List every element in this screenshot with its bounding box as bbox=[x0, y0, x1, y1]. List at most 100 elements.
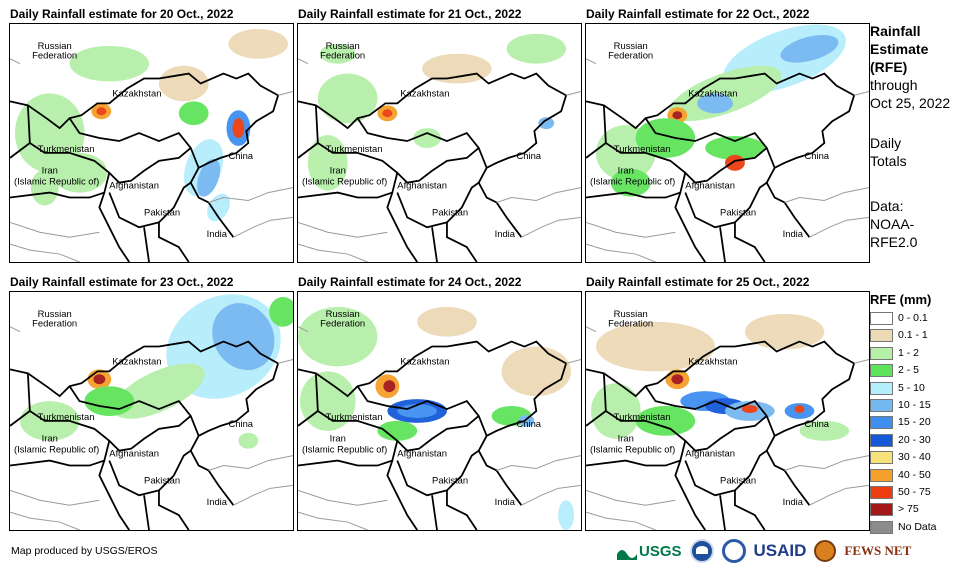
side-daily-1: Daily bbox=[870, 135, 902, 151]
label-india: India bbox=[783, 496, 804, 507]
country-labels: Russian Federation Kazakhstan Turkmenist… bbox=[14, 40, 254, 239]
country-labels: Russian Federation Kazakhstan Turkmenist… bbox=[14, 308, 254, 507]
rainfall-field bbox=[14, 28, 289, 222]
panel-title-4: Daily Rainfall estimate for 23 Oct., 202… bbox=[10, 275, 234, 289]
legend-swatch bbox=[870, 399, 893, 412]
legend-swatch bbox=[870, 364, 893, 378]
side-info: Rainfall Estimate (RFE) through Oct 25, … bbox=[870, 22, 950, 251]
legend-label: 1 - 2 bbox=[898, 346, 920, 359]
rainfall-field bbox=[590, 313, 850, 441]
svg-text:Federation: Federation bbox=[320, 318, 365, 329]
legend-label: 50 - 75 bbox=[898, 486, 931, 498]
label-afghanistan: Afghanistan bbox=[685, 448, 735, 459]
label-india: India bbox=[783, 228, 804, 239]
label-russian-federation: Russian bbox=[614, 308, 648, 319]
label-iran: Iran bbox=[330, 433, 346, 444]
country-borders bbox=[10, 58, 293, 262]
usgs-logo: USGS bbox=[617, 542, 682, 560]
rainfall-map-oct-25: Russian Federation Kazakhstan Turkmenist… bbox=[585, 291, 870, 531]
label-russian-federation: Russian bbox=[326, 40, 360, 51]
svg-text:Federation: Federation bbox=[608, 318, 653, 329]
country-borders bbox=[10, 326, 293, 530]
legend-label: 0 - 0.1 bbox=[898, 312, 928, 324]
label-afghanistan: Afghanistan bbox=[109, 180, 159, 191]
legend-swatch bbox=[870, 433, 893, 447]
legend-swatch bbox=[870, 451, 893, 465]
logo-bar: USGS USAID FEWS NET bbox=[617, 538, 911, 564]
label-india: India bbox=[495, 496, 516, 507]
legend-label: 30 - 40 bbox=[898, 451, 931, 464]
label-china: China bbox=[516, 150, 541, 161]
label-turkmenistan: Turkmenistan bbox=[326, 143, 383, 154]
legend-swatch bbox=[870, 416, 893, 430]
country-labels: Russian Federation Kazakhstan Turkmenist… bbox=[302, 308, 542, 507]
label-china: China bbox=[228, 418, 253, 429]
svg-text:(Islamic Republic of): (Islamic Republic of) bbox=[14, 176, 99, 187]
side-data-2: NOAA- bbox=[870, 216, 915, 232]
label-india: India bbox=[495, 228, 516, 239]
label-pakistan: Pakistan bbox=[144, 206, 180, 217]
legend-label: 40 - 50 bbox=[898, 468, 931, 481]
label-india: India bbox=[207, 228, 228, 239]
panel-title-1: Daily Rainfall estimate for 20 Oct., 202… bbox=[10, 7, 234, 21]
panel-title-5: Daily Rainfall estimate for 24 Oct., 202… bbox=[298, 275, 522, 289]
legend-label: 15 - 20 bbox=[898, 416, 931, 429]
label-afghanistan: Afghanistan bbox=[397, 448, 447, 459]
label-kazakhstan: Kazakhstan bbox=[400, 87, 449, 98]
svg-text:(Islamic Republic of): (Islamic Republic of) bbox=[302, 444, 387, 455]
rainfall-map-oct-24: Russian Federation Kazakhstan Turkmenist… bbox=[297, 291, 582, 531]
legend-title: RFE (mm) bbox=[870, 292, 932, 307]
legend-swatch bbox=[870, 468, 893, 482]
label-kazakhstan: Kazakhstan bbox=[112, 87, 161, 98]
label-russian-federation: Russian bbox=[38, 40, 72, 51]
legend-swatch bbox=[870, 520, 893, 534]
label-afghanistan: Afghanistan bbox=[397, 180, 447, 191]
label-pakistan: Pakistan bbox=[144, 474, 180, 485]
legend-label: 20 - 30 bbox=[898, 433, 931, 446]
panel-title-2: Daily Rainfall estimate for 21 Oct., 202… bbox=[298, 7, 522, 21]
country-borders bbox=[298, 58, 581, 262]
label-kazakhstan: Kazakhstan bbox=[688, 87, 737, 98]
side-date: Oct 25, 2022 bbox=[870, 95, 951, 111]
legend-label: No Data bbox=[898, 520, 937, 533]
label-turkmenistan: Turkmenistan bbox=[326, 411, 383, 422]
country-borders bbox=[298, 326, 581, 530]
svg-text:Federation: Federation bbox=[320, 50, 365, 61]
panel-title-3: Daily Rainfall estimate for 22 Oct., 202… bbox=[586, 7, 810, 21]
country-borders bbox=[586, 326, 869, 530]
label-iran: Iran bbox=[618, 433, 634, 444]
legend-label: 0.1 - 1 bbox=[898, 329, 928, 342]
label-iran: Iran bbox=[42, 433, 58, 444]
label-russian-federation: Russian bbox=[614, 40, 648, 51]
side-title-line-3: (RFE) bbox=[870, 59, 908, 75]
label-turkmenistan: Turkmenistan bbox=[614, 143, 671, 154]
rainfall-field bbox=[595, 24, 846, 197]
label-iran: Iran bbox=[330, 165, 346, 176]
label-turkmenistan: Turkmenistan bbox=[614, 411, 671, 422]
legend-swatch bbox=[870, 346, 893, 360]
label-turkmenistan: Turkmenistan bbox=[38, 411, 95, 422]
rainfall-field bbox=[307, 33, 567, 191]
legend-swatch bbox=[870, 381, 893, 395]
label-kazakhstan: Kazakhstan bbox=[112, 355, 161, 366]
country-borders bbox=[586, 58, 869, 262]
country-labels: Russian Federation Kazakhstan Turkmenist… bbox=[590, 40, 830, 239]
usaid-seal-icon bbox=[721, 539, 746, 563]
legend-swatch bbox=[870, 486, 893, 499]
country-labels: Russian Federation Kazakhstan Turkmenist… bbox=[590, 308, 830, 507]
label-china: China bbox=[804, 150, 829, 161]
svg-text:(Islamic Republic of): (Islamic Republic of) bbox=[590, 444, 675, 455]
svg-text:Federation: Federation bbox=[32, 50, 77, 61]
svg-text:Federation: Federation bbox=[32, 318, 77, 329]
label-pakistan: Pakistan bbox=[720, 206, 756, 217]
fewsnet-globe-icon bbox=[814, 540, 837, 562]
side-data-1: Data: bbox=[870, 198, 904, 214]
label-kazakhstan: Kazakhstan bbox=[400, 355, 449, 366]
label-china: China bbox=[804, 418, 829, 429]
label-iran: Iran bbox=[42, 165, 58, 176]
credit-text: Map produced by USGS/EROS bbox=[11, 545, 158, 557]
side-through: through bbox=[870, 77, 918, 93]
label-afghanistan: Afghanistan bbox=[109, 448, 159, 459]
svg-text:(Islamic Republic of): (Islamic Republic of) bbox=[302, 176, 387, 187]
label-russian-federation: Russian bbox=[38, 308, 72, 319]
